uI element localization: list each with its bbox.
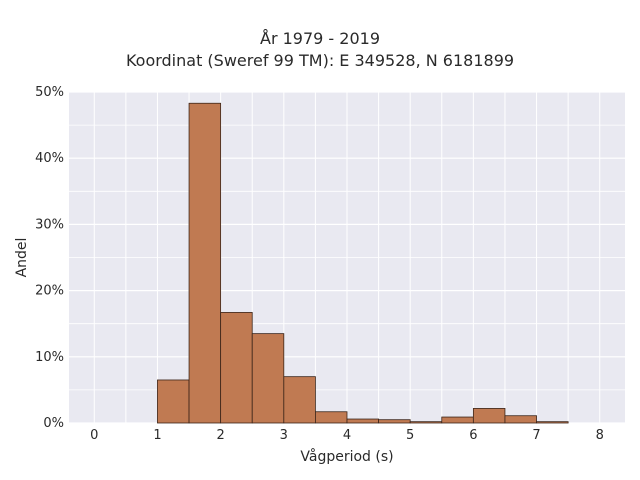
histogram-bar	[157, 379, 190, 424]
chart-title-line-1: År 1979 - 2019	[260, 29, 380, 48]
x-axis-label: Vågperiod (s)	[300, 448, 393, 465]
histogram-bar	[251, 333, 285, 424]
x-tick-label: 7	[532, 428, 540, 443]
x-tick-label: 6	[469, 428, 477, 443]
y-axis-label: Andel	[14, 238, 30, 278]
y-tick-label: 10%	[35, 350, 64, 365]
histogram-bar	[220, 312, 253, 424]
histogram-bar	[536, 421, 569, 424]
histogram-bar	[378, 419, 411, 424]
histogram-bar	[346, 418, 379, 424]
x-tick-label: 1	[153, 428, 161, 443]
x-tick-label: 3	[280, 428, 288, 443]
histogram-bar	[441, 416, 474, 424]
histogram-bar	[283, 376, 316, 424]
y-tick-label: 0%	[43, 416, 64, 431]
x-tick-label: 0	[90, 428, 98, 443]
y-tick-label: 30%	[35, 217, 64, 232]
x-tick-label: 8	[596, 428, 604, 443]
y-tick-label: 50%	[35, 85, 64, 100]
histogram-bar	[315, 411, 348, 424]
chart-title-line-2: Koordinat (Sweref 99 TM): E 349528, N 61…	[125, 51, 515, 70]
histogram-bar	[409, 421, 443, 424]
x-tick-label: 5	[406, 428, 414, 443]
y-tick-label: 20%	[35, 284, 64, 299]
histogram-bar	[472, 408, 506, 424]
histogram-bar	[188, 102, 222, 424]
x-tick-label: 4	[343, 428, 351, 443]
y-tick-label: 40%	[35, 151, 64, 166]
x-tick-label: 2	[216, 428, 224, 443]
histogram-bar	[504, 415, 537, 424]
